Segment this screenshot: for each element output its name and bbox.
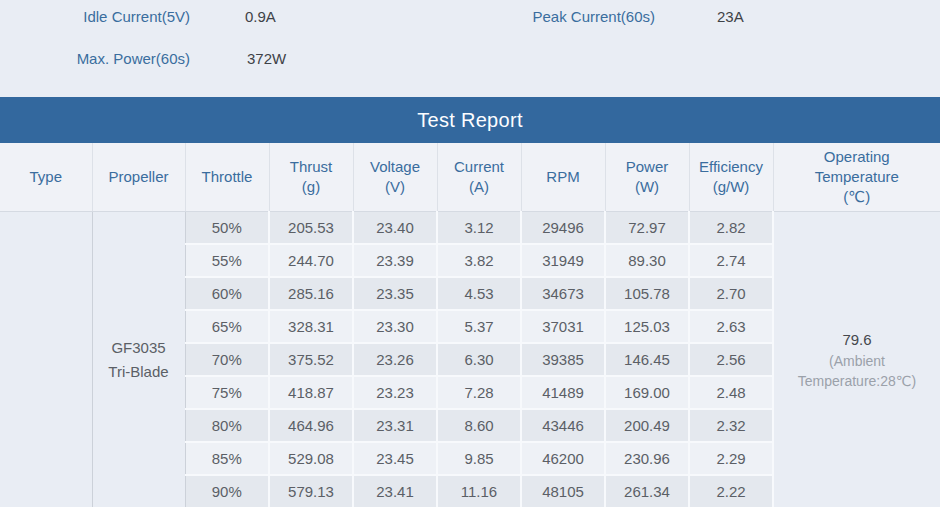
- spec-summary: Idle Current(5V) 0.9A Peak Current(60s) …: [0, 0, 940, 97]
- spec-value-max-power: 372W: [247, 50, 286, 67]
- efficiency-cell: 2.63: [689, 310, 773, 343]
- propeller-cell: GF3035 Tri-Blade: [92, 212, 185, 507]
- voltage-cell: 23.23: [353, 376, 437, 409]
- power-cell: 105.78: [605, 277, 689, 310]
- test-report-title-bar: Test Report: [0, 97, 940, 143]
- thrust-cell: 375.52: [269, 343, 353, 376]
- rpm-cell: 43446: [521, 409, 605, 442]
- power-cell: 125.03: [605, 310, 689, 343]
- spec-label-peak-current: Peak Current(60s): [430, 8, 655, 25]
- operating-temperature-value: 79.6: [774, 329, 940, 351]
- type-cell: [0, 212, 92, 507]
- thrust-cell: 464.96: [269, 409, 353, 442]
- power-cell: 200.49: [605, 409, 689, 442]
- thrust-cell: 529.08: [269, 442, 353, 475]
- efficiency-cell: 2.70: [689, 277, 773, 310]
- throttle-cell: 50%: [185, 212, 269, 245]
- throttle-cell: 55%: [185, 244, 269, 277]
- spec-label-idle-current: Idle Current(5V): [0, 8, 190, 25]
- rpm-cell: 39385: [521, 343, 605, 376]
- current-cell: 5.37: [437, 310, 521, 343]
- voltage-cell: 23.30: [353, 310, 437, 343]
- current-cell: 4.53: [437, 277, 521, 310]
- rpm-cell: 46200: [521, 442, 605, 475]
- throttle-cell: 90%: [185, 475, 269, 507]
- efficiency-cell: 2.29: [689, 442, 773, 475]
- current-cell: 7.28: [437, 376, 521, 409]
- power-cell: 261.34: [605, 475, 689, 507]
- current-cell: 3.82: [437, 244, 521, 277]
- current-cell: 8.60: [437, 409, 521, 442]
- column-header: RPM: [521, 143, 605, 212]
- thrust-cell: 205.53: [269, 212, 353, 245]
- voltage-cell: 23.35: [353, 277, 437, 310]
- column-header: Operating Temperature (℃): [773, 143, 940, 212]
- voltage-cell: 23.26: [353, 343, 437, 376]
- column-header: Thrust (g): [269, 143, 353, 212]
- test-report-title: Test Report: [417, 109, 523, 132]
- rpm-cell: 41489: [521, 376, 605, 409]
- spec-value-idle-current: 0.9A: [245, 8, 276, 25]
- test-report-table: TypePropellerThrottleThrust (g)Voltage (…: [0, 143, 940, 507]
- efficiency-cell: 2.74: [689, 244, 773, 277]
- rpm-cell: 37031: [521, 310, 605, 343]
- throttle-cell: 85%: [185, 442, 269, 475]
- thrust-cell: 285.16: [269, 277, 353, 310]
- current-cell: 11.16: [437, 475, 521, 507]
- column-header: Current (A): [437, 143, 521, 212]
- spec-label-max-power: Max. Power(60s): [0, 50, 190, 67]
- voltage-cell: 23.41: [353, 475, 437, 507]
- thrust-cell: 418.87: [269, 376, 353, 409]
- thrust-cell: 244.70: [269, 244, 353, 277]
- power-cell: 146.45: [605, 343, 689, 376]
- efficiency-cell: 2.82: [689, 212, 773, 245]
- spec-value-peak-current: 23A: [717, 8, 744, 25]
- column-header: Throttle: [185, 143, 269, 212]
- rpm-cell: 31949: [521, 244, 605, 277]
- current-cell: 9.85: [437, 442, 521, 475]
- table-row: GF3035 Tri-Blade50%205.5323.403.12294967…: [0, 212, 940, 245]
- current-cell: 3.12: [437, 212, 521, 245]
- voltage-cell: 23.39: [353, 244, 437, 277]
- column-header: Propeller: [92, 143, 185, 212]
- column-header: Power (W): [605, 143, 689, 212]
- thrust-cell: 328.31: [269, 310, 353, 343]
- throttle-cell: 80%: [185, 409, 269, 442]
- voltage-cell: 23.40: [353, 212, 437, 245]
- operating-temperature-cell: 79.6(Ambient Temperature:28℃): [773, 212, 940, 507]
- throttle-cell: 65%: [185, 310, 269, 343]
- throttle-cell: 75%: [185, 376, 269, 409]
- voltage-cell: 23.31: [353, 409, 437, 442]
- column-header: Voltage (V): [353, 143, 437, 212]
- efficiency-cell: 2.56: [689, 343, 773, 376]
- table-header-row: TypePropellerThrottleThrust (g)Voltage (…: [0, 143, 940, 212]
- efficiency-cell: 2.32: [689, 409, 773, 442]
- thrust-cell: 579.13: [269, 475, 353, 507]
- rpm-cell: 48105: [521, 475, 605, 507]
- rpm-cell: 34673: [521, 277, 605, 310]
- power-cell: 89.30: [605, 244, 689, 277]
- efficiency-cell: 2.22: [689, 475, 773, 507]
- ambient-temperature-note: (Ambient Temperature:28℃): [774, 351, 940, 392]
- efficiency-cell: 2.48: [689, 376, 773, 409]
- current-cell: 6.30: [437, 343, 521, 376]
- rpm-cell: 29496: [521, 212, 605, 245]
- power-cell: 72.97: [605, 212, 689, 245]
- column-header: Efficiency (g/W): [689, 143, 773, 212]
- power-cell: 230.96: [605, 442, 689, 475]
- throttle-cell: 70%: [185, 343, 269, 376]
- power-cell: 169.00: [605, 376, 689, 409]
- throttle-cell: 60%: [185, 277, 269, 310]
- column-header: Type: [0, 143, 92, 212]
- voltage-cell: 23.45: [353, 442, 437, 475]
